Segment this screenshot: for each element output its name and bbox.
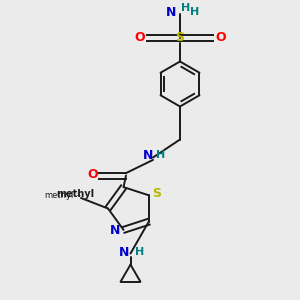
Text: methyl: methyl xyxy=(44,190,74,200)
Text: H: H xyxy=(190,7,200,17)
Text: S: S xyxy=(176,31,184,44)
Text: N: N xyxy=(142,148,153,162)
Text: O: O xyxy=(87,167,98,181)
Text: O: O xyxy=(215,31,226,44)
Text: N: N xyxy=(119,245,130,259)
Text: S: S xyxy=(153,187,162,200)
Text: H: H xyxy=(181,3,190,13)
Text: methyl: methyl xyxy=(56,189,94,200)
Text: H: H xyxy=(156,150,165,160)
Text: methyl: methyl xyxy=(76,195,81,196)
Text: O: O xyxy=(134,31,145,44)
Text: N: N xyxy=(110,224,120,237)
Text: H: H xyxy=(135,247,144,257)
Text: N: N xyxy=(166,5,176,19)
